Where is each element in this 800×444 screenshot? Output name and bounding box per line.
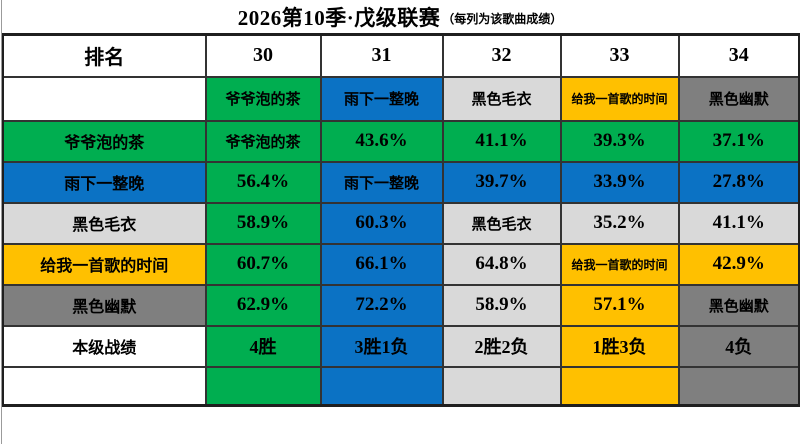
empty-cell bbox=[1, 365, 207, 407]
matchup-cell: 60.7% bbox=[204, 242, 322, 286]
empty-color-row bbox=[1, 365, 800, 407]
table-row: 给我一首歌的时间 60.7% 66.1% 64.8% 给我一首歌的时间 42.9… bbox=[1, 242, 800, 286]
matchup-cell: 33.9% bbox=[559, 160, 680, 204]
matchup-cell: 27.8% bbox=[677, 160, 800, 204]
summary-cell: 4胜 bbox=[204, 324, 322, 368]
song-header-cell: 黑色毛衣 bbox=[441, 75, 562, 122]
matchup-cell: 66.1% bbox=[319, 242, 444, 286]
matchup-cell: 35.2% bbox=[559, 201, 680, 245]
header-row: 排名 30 31 32 33 34 bbox=[1, 33, 800, 78]
row-label-cell: 爷爷泡的茶 bbox=[1, 119, 207, 163]
matchup-cell: 58.9% bbox=[441, 283, 562, 327]
song-header-row: 爷爷泡的茶 雨下一整晚 黑色毛衣 给我一首歌的时间 黑色幽默 bbox=[1, 75, 800, 122]
matchup-cell: 41.1% bbox=[441, 119, 562, 163]
diagonal-song-cell: 雨下一整晚 bbox=[319, 160, 444, 204]
summary-cell: 1胜3负 bbox=[559, 324, 680, 368]
row-label-cell: 黑色幽默 bbox=[1, 283, 207, 327]
empty-cell bbox=[677, 365, 800, 407]
table-row: 黑色毛衣 58.9% 60.3% 黑色毛衣 35.2% 41.1% bbox=[1, 201, 800, 245]
diagonal-song-cell: 爷爷泡的茶 bbox=[204, 119, 322, 163]
song-header-cell: 雨下一整晚 bbox=[319, 75, 444, 122]
row-label-cell: 黑色毛衣 bbox=[1, 201, 207, 245]
row-label-cell: 给我一首歌的时间 bbox=[1, 242, 207, 286]
summary-row: 本级战绩 4胜 3胜1负 2胜2负 1胜3负 4负 bbox=[1, 324, 800, 368]
summary-cell: 3胜1负 bbox=[319, 324, 444, 368]
matchup-cell: 62.9% bbox=[204, 283, 322, 327]
diagonal-song-cell: 黑色毛衣 bbox=[441, 201, 562, 245]
matchup-cell: 43.6% bbox=[319, 119, 444, 163]
diagonal-song-cell: 黑色幽默 bbox=[677, 283, 800, 327]
rank-header-cell: 32 bbox=[441, 33, 562, 78]
empty-cell bbox=[441, 365, 562, 407]
matchup-cell: 41.1% bbox=[677, 201, 800, 245]
matchup-cell: 37.1% bbox=[677, 119, 800, 163]
diagonal-song-cell: 给我一首歌的时间 bbox=[559, 242, 680, 286]
matchup-cell: 39.7% bbox=[441, 160, 562, 204]
league-table: 排名 30 31 32 33 34 爷爷泡的茶 雨下一整晚 黑色毛衣 给我一首歌… bbox=[1, 33, 800, 407]
title-note: （每列为该歌曲成绩） bbox=[442, 11, 563, 26]
empty-cell bbox=[319, 365, 444, 407]
empty-cell bbox=[204, 365, 322, 407]
row-label-cell: 雨下一整晚 bbox=[1, 160, 207, 204]
rank-header-cell: 30 bbox=[204, 33, 322, 78]
matchup-cell: 39.3% bbox=[559, 119, 680, 163]
table-row: 雨下一整晚 56.4% 雨下一整晚 39.7% 33.9% 27.8% bbox=[1, 160, 800, 204]
empty-cell bbox=[559, 365, 680, 407]
matchup-cell: 57.1% bbox=[559, 283, 680, 327]
corner-rank-label-cell: 排名 bbox=[1, 33, 207, 78]
rank-header-cell: 34 bbox=[677, 33, 800, 78]
summary-row-label-cell: 本级战绩 bbox=[1, 324, 207, 368]
title-text: 2026第10季·戊级联赛 bbox=[237, 5, 441, 30]
song-header-cell: 爷爷泡的茶 bbox=[204, 75, 322, 122]
summary-cell: 2胜2负 bbox=[441, 324, 562, 368]
song-header-cell: 黑色幽默 bbox=[677, 75, 800, 122]
rank-header-cell: 31 bbox=[319, 33, 444, 78]
table-row: 爷爷泡的茶 爷爷泡的茶 43.6% 41.1% 39.3% 37.1% bbox=[1, 119, 800, 163]
matchup-cell: 56.4% bbox=[204, 160, 322, 204]
matchup-cell: 60.3% bbox=[319, 201, 444, 245]
page-left-border bbox=[1, 0, 2, 444]
table-row: 黑色幽默 62.9% 72.2% 58.9% 57.1% 黑色幽默 bbox=[1, 283, 800, 327]
empty-cell bbox=[1, 75, 207, 122]
matchup-cell: 72.2% bbox=[319, 283, 444, 327]
matchup-cell: 58.9% bbox=[204, 201, 322, 245]
summary-cell: 4负 bbox=[677, 324, 800, 368]
matchup-cell: 64.8% bbox=[441, 242, 562, 286]
page-title: 2026第10季·戊级联赛 （每列为该歌曲成绩） bbox=[0, 0, 800, 33]
rank-header-cell: 33 bbox=[559, 33, 680, 78]
matchup-cell: 42.9% bbox=[677, 242, 800, 286]
song-header-cell: 给我一首歌的时间 bbox=[559, 75, 680, 122]
